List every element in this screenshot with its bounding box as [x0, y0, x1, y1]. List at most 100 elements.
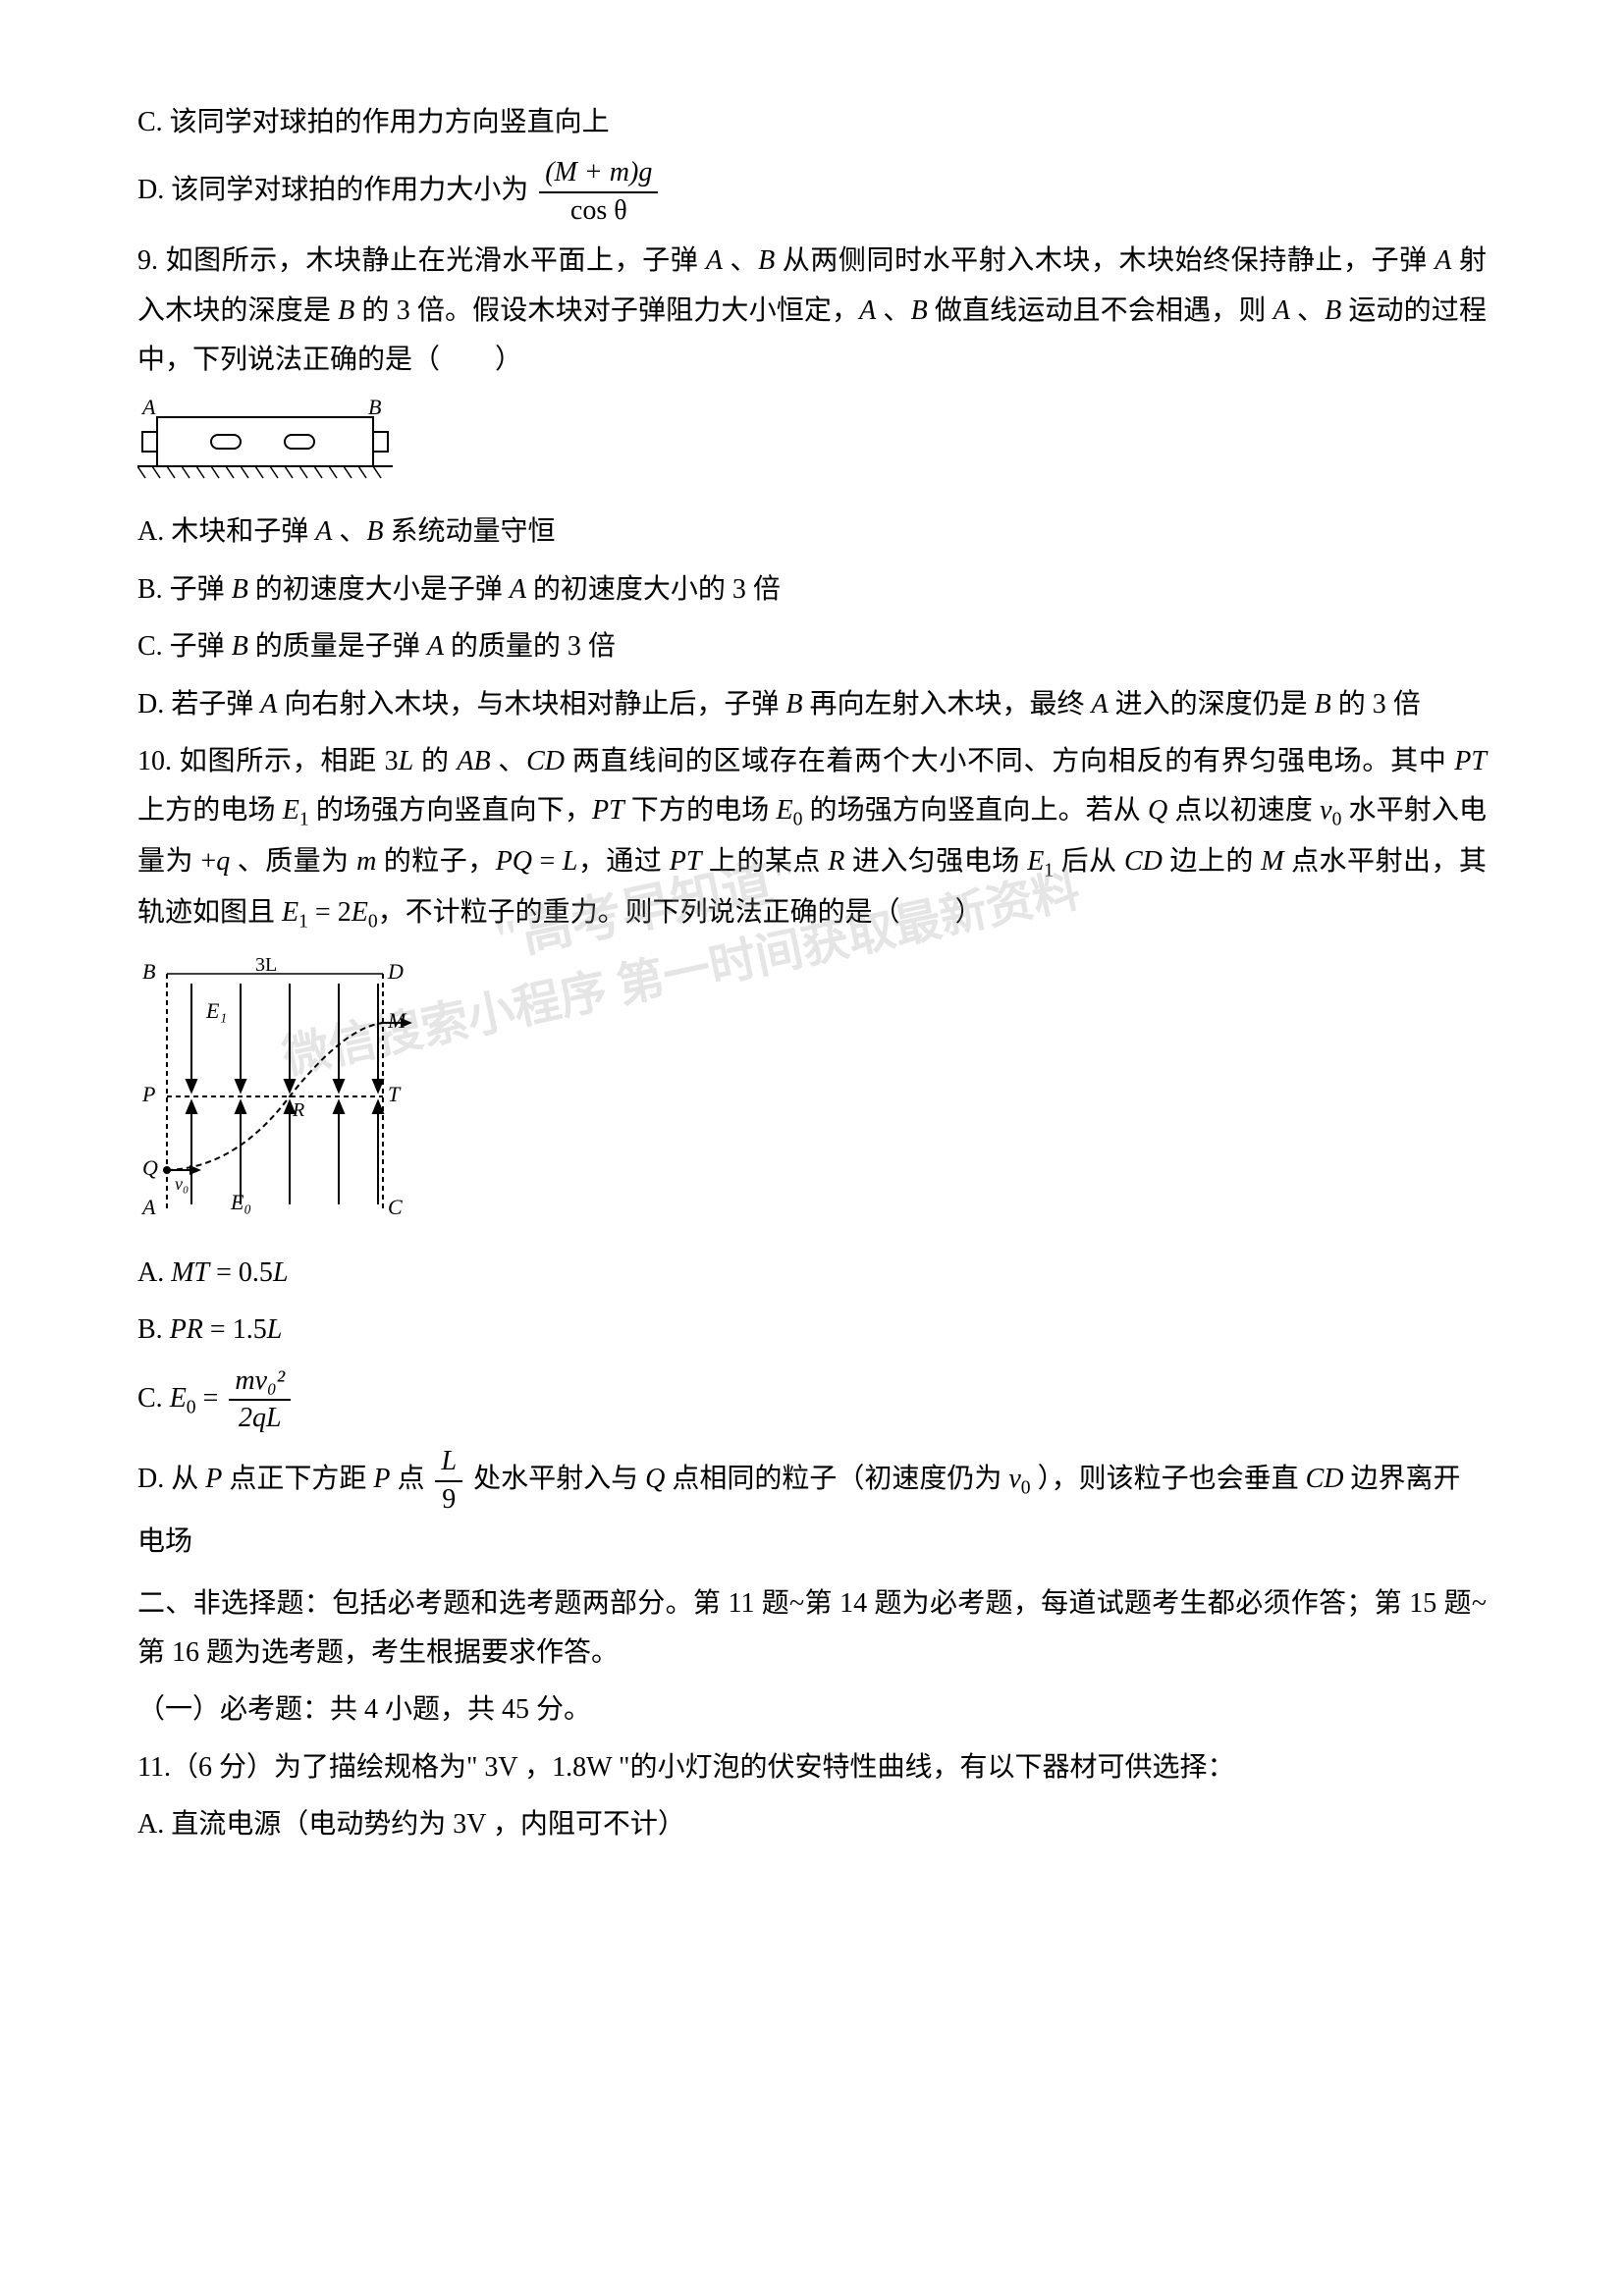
q10-d-C: C: [388, 1195, 403, 1219]
q9-diagram-label-a: A: [140, 400, 156, 419]
q9-ob-A: A: [510, 574, 526, 605]
q10-d-E1: E₁: [205, 998, 227, 1023]
q10-d-B: B: [142, 959, 155, 984]
q10-ob-p: B.: [137, 1314, 170, 1345]
q10-PQ: PQ: [496, 846, 532, 877]
q10-option-d: D. 从 P 点正下方距 P 点 L 9 处水平射入与 Q 点相同的粒子（初速度…: [137, 1444, 1487, 1567]
q10-oa-p: A.: [137, 1257, 171, 1288]
q10-M: M: [1261, 846, 1283, 877]
q10-od-den: 9: [435, 1482, 462, 1518]
q9-oc-prefix: C. 子弹: [137, 631, 232, 662]
q10-od-v: v: [1008, 1464, 1020, 1494]
pre-q9-option-d: D. 该同学对球拍的作用力大小为 (M + m)g cos θ: [137, 155, 1487, 229]
q9-option-a: A. 木块和子弹 A 、B 系统动量守恒: [137, 507, 1487, 557]
q10-E0b: E: [352, 897, 368, 928]
q10-oa-eq: = 0.5: [209, 1257, 273, 1288]
q10-CD2: CD: [1124, 846, 1163, 877]
q9-od-suffix: 的 3 倍: [1331, 689, 1421, 720]
q10-d-3L: 3L: [255, 954, 277, 976]
q10-ob-L: L: [267, 1314, 283, 1345]
q10-CD: CD: [526, 746, 565, 776]
q10-t15: 上的某点: [701, 846, 828, 877]
q10-t6: 的场强方向竖直向下，: [309, 795, 592, 826]
q9-text: 9. 如图所示，木块静止在光滑水平面上，子弹 A 、B 从两侧同时水平射入木块，…: [137, 237, 1487, 385]
q10-E1bs: 1: [1044, 861, 1054, 881]
q10-oc-num: mv₀²: [229, 1363, 291, 1401]
q10-text: 10. 如图所示，相距 3L 的 AB 、CD 两直线间的区域存在着两个大小不同…: [137, 737, 1487, 939]
q11-text: 11.（6 分）为了描绘规格为" 3V ，1.8W "的小灯泡的伏安特性曲线，有…: [137, 1743, 1487, 1792]
q9-oc-mid: 的质量是子弹: [248, 631, 427, 662]
q10-t8: 的场强方向竖直向上。若从: [802, 795, 1148, 826]
q10-E0bs: 0: [368, 912, 378, 933]
q10-t18: 边上的: [1163, 846, 1261, 877]
q9-od-A2: A: [1091, 689, 1108, 720]
q10-E1a: E: [283, 795, 299, 826]
q10-R: R: [828, 846, 844, 877]
q10-oc-E0: 0: [187, 1397, 196, 1417]
q10-od-P1: P: [205, 1464, 222, 1494]
q9-od-B1: B: [785, 689, 802, 720]
q9-oc-B: B: [232, 631, 248, 662]
q10-d-T: T: [388, 1082, 402, 1106]
q10-PT2: PT: [592, 795, 624, 826]
q10-AB: AB: [457, 746, 490, 776]
q10-t12: 的粒子，: [376, 846, 495, 877]
q11-oa-text: A. 直流电源（电动势约为 3V ，内阻可不计）: [137, 1809, 685, 1840]
q9-oa-m: 、: [332, 516, 366, 547]
q9-t2: 、: [723, 245, 758, 276]
q10-od-num: L: [435, 1444, 462, 1481]
q9-diagram: A B: [137, 400, 393, 488]
q9-B4: B: [1325, 295, 1341, 326]
q10-v: v: [1320, 795, 1331, 826]
q10-E1cs: 1: [298, 912, 308, 933]
option-d-prefix: D. 该同学对球拍的作用力大小为: [137, 175, 528, 205]
q10-ob-eq: = 1.5: [203, 1314, 267, 1345]
q9-ob-prefix: B. 子弹: [137, 574, 232, 605]
q10-Q1: Q: [1148, 795, 1167, 826]
q10-od-Q: Q: [645, 1464, 665, 1494]
section2-title: 二、非选择题：包括必考题和选考题两部分。第 11 题~第 14 题为必考题，每道…: [137, 1579, 1487, 1679]
q9-A2: A: [1435, 245, 1451, 276]
q10-v0s: 0: [1332, 810, 1342, 830]
q10-option-b: B. PR = 1.5L: [137, 1306, 1487, 1355]
q9-od-A1: A: [260, 689, 277, 720]
q10-L1: L: [399, 746, 414, 776]
q9-ob-suffix: 的初速度大小的 3 倍: [526, 574, 781, 605]
q9-oa-prefix: A. 木块和子弹: [137, 516, 315, 547]
q10-E0s: 0: [793, 810, 803, 830]
q10-t4: 两直线间的区域存在着两个大小不同、方向相反的有界匀强电场。其中: [565, 746, 1454, 776]
q10-t7: 下方的电场: [624, 795, 777, 826]
q9-oa-A: A: [315, 516, 332, 547]
q10-t14: ，通过: [577, 846, 669, 877]
q10-oa-L: L: [273, 1257, 289, 1288]
q9-t6: 、: [876, 295, 910, 326]
q10-t2: 的: [413, 746, 457, 776]
fraction-num: (M + m)g: [539, 155, 658, 192]
q10-od-t2: 点: [390, 1464, 431, 1494]
q10-od-p: D. 从: [137, 1464, 205, 1494]
q10-PT3: PT: [670, 846, 702, 877]
q10-od-P2: P: [373, 1464, 390, 1494]
q10-d-v0: v₀: [175, 1174, 189, 1194]
q10-d-A: A: [140, 1195, 156, 1219]
q10-option-c: C. E0 = mv₀² 2qL: [137, 1363, 1487, 1437]
q10-d-D: D: [387, 959, 404, 984]
q9-ob-mid: 的初速度大小是子弹: [248, 574, 510, 605]
q11-option-a: A. 直流电源（电动势约为 3V ，内阻可不计）: [137, 1800, 1487, 1849]
q10-od-vs: 0: [1021, 1478, 1031, 1499]
q10-t5: 上方的电场: [137, 795, 283, 826]
q10-od-t4: 点相同的粒子（初速度仍为: [665, 1464, 1008, 1494]
q11-text-content: 11.（6 分）为了描绘规格为" 3V ，1.8W "的小灯泡的伏安特性曲线，有…: [137, 1752, 1234, 1783]
q9-oa-B: B: [366, 516, 383, 547]
q10-oc-E: E: [170, 1382, 187, 1413]
q9-od-m3: 进入的深度仍是: [1109, 689, 1315, 720]
q10-od-CD: CD: [1306, 1464, 1344, 1494]
q10-diagram: B 3L D M P T R Q A C E₁ E₀ v₀: [137, 954, 432, 1229]
q9-oc-A: A: [427, 631, 444, 662]
pre-q9-option-c: C. 该同学对球拍的作用力方向竖直向上: [137, 98, 1487, 147]
q10-ob-PR: PR: [170, 1314, 203, 1345]
q9-t3: 从两侧同时水平射入木块，木块始终保持静止，子弹: [775, 245, 1435, 276]
q9-oa-suffix: 系统动量守恒: [383, 516, 555, 547]
q10-t11: 、质量为: [230, 846, 356, 877]
section2-title-text: 二、非选择题：包括必考题和选考题两部分。第 11 题~第 14 题为必考题，每道…: [137, 1588, 1487, 1668]
